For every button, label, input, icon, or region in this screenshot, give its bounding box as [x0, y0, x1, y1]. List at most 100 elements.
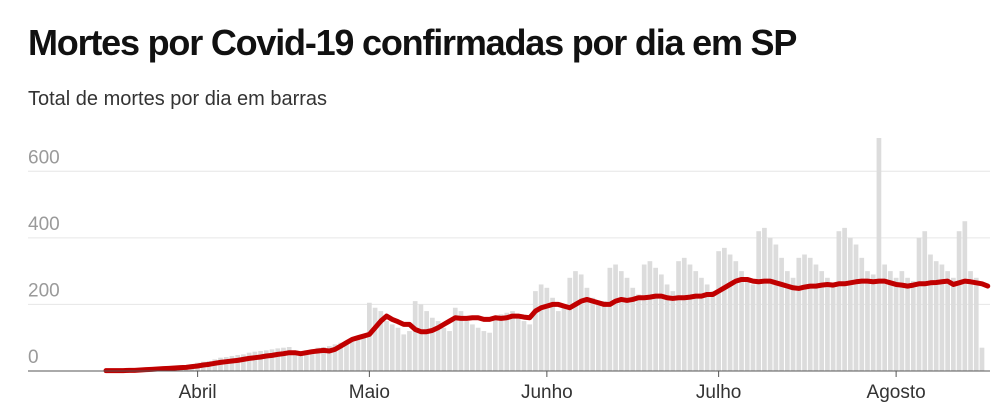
- bar: [933, 261, 939, 371]
- y-axis-ticks: 0 200 400 600: [28, 147, 60, 368]
- bar: [687, 264, 693, 371]
- bar: [739, 271, 744, 371]
- bar: [344, 341, 349, 371]
- bar: [481, 331, 487, 371]
- bar: [876, 138, 882, 371]
- bar: [693, 271, 699, 371]
- bar: [487, 332, 492, 371]
- bar: [676, 261, 681, 371]
- bar: [796, 257, 802, 371]
- bar: [407, 331, 412, 371]
- bar: [624, 277, 630, 371]
- bar: [389, 324, 395, 371]
- bar: [515, 317, 521, 371]
- y-tick-label: 0: [28, 347, 39, 368]
- bar: [762, 227, 767, 371]
- bar: [292, 351, 298, 371]
- bar: [441, 327, 447, 371]
- bar: [916, 237, 922, 371]
- bar: [784, 271, 790, 371]
- moving-average-line-group: [103, 276, 991, 374]
- bar: [315, 347, 321, 371]
- bar: [275, 348, 281, 371]
- chart-title: Mortes por Covid-19 confirmadas por dia …: [28, 22, 797, 63]
- bar: [498, 314, 504, 371]
- bar: [521, 321, 527, 371]
- bar: [418, 304, 424, 371]
- bar: [699, 277, 704, 371]
- bar: [870, 274, 876, 371]
- bar: [458, 311, 464, 371]
- bar: [670, 291, 676, 371]
- bar: [979, 347, 985, 371]
- bar: [641, 264, 647, 371]
- bar: [847, 237, 853, 371]
- bar: [332, 344, 338, 371]
- bar: [596, 304, 601, 371]
- bar: [813, 264, 819, 371]
- bar: [939, 264, 945, 371]
- bar: [321, 347, 326, 371]
- bar: [538, 284, 544, 371]
- bar: [825, 277, 830, 371]
- bar: [430, 317, 435, 371]
- bar: [836, 231, 842, 371]
- bar: [865, 271, 870, 371]
- y-tick-label: 400: [28, 214, 60, 235]
- bar: [767, 237, 773, 371]
- x-tick-label: Abril: [179, 382, 217, 403]
- bar: [973, 277, 979, 371]
- bar: [550, 297, 555, 371]
- bar: [607, 267, 613, 371]
- bar: [464, 321, 470, 371]
- bar: [269, 349, 275, 371]
- bar: [756, 231, 762, 371]
- bar: [928, 254, 933, 371]
- bar: [435, 321, 441, 371]
- bar: [590, 297, 596, 371]
- bar: [258, 351, 263, 371]
- bar: [630, 287, 636, 371]
- bar: [567, 277, 573, 371]
- bar: [807, 257, 813, 371]
- bar: [298, 354, 304, 371]
- moving-average-line: [103, 276, 991, 374]
- bar: [710, 291, 716, 371]
- bar: [304, 350, 309, 371]
- bar: [510, 311, 515, 371]
- x-tick-label: Agosto: [867, 382, 926, 403]
- bar: [653, 267, 658, 371]
- bar: [544, 287, 550, 371]
- y-tick-label: 600: [28, 147, 60, 168]
- y-tick-label: 200: [28, 280, 60, 301]
- bar: [326, 346, 332, 371]
- bar: [578, 274, 584, 371]
- bar: [968, 271, 973, 371]
- bar: [962, 221, 968, 371]
- bar: [704, 284, 710, 371]
- bar: [659, 274, 664, 371]
- bar: [533, 291, 538, 371]
- bar: [447, 331, 452, 371]
- bar: [681, 257, 687, 371]
- bar: [384, 321, 389, 371]
- bar: [246, 352, 252, 371]
- bar: [945, 271, 950, 371]
- bar: [859, 257, 865, 371]
- chart-subtitle: Total de mortes por dia em barras: [28, 88, 328, 110]
- bar: [882, 264, 888, 371]
- bar: [664, 284, 670, 371]
- bar: [286, 347, 292, 371]
- bar: [888, 271, 893, 371]
- bar: [452, 307, 458, 371]
- bar: [951, 277, 956, 371]
- x-axis-ticks: Abril Maio Junho Julho Agosto: [179, 371, 926, 403]
- bar: [842, 227, 847, 371]
- bar: [779, 257, 784, 371]
- bar: [716, 251, 721, 371]
- bar: [922, 231, 928, 371]
- bar: [349, 339, 355, 371]
- bar: [378, 311, 384, 371]
- bar: [504, 312, 510, 371]
